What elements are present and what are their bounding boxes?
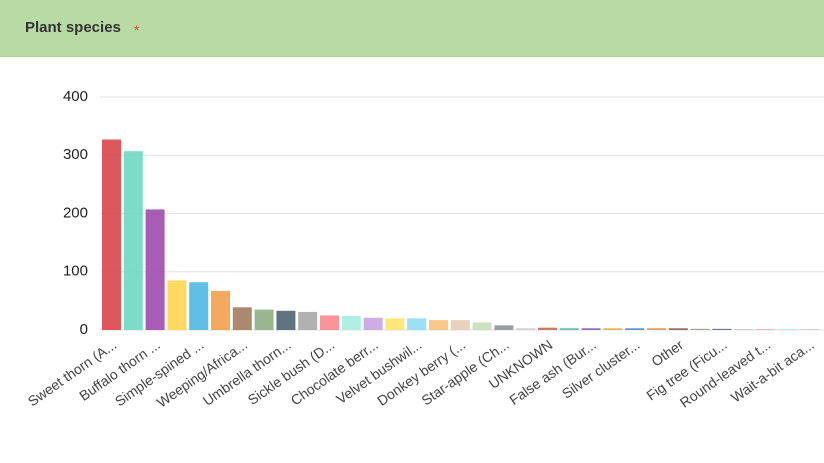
bar xyxy=(298,311,318,330)
bar xyxy=(625,328,645,330)
bar xyxy=(450,320,470,330)
bar xyxy=(123,151,143,330)
bar xyxy=(341,316,361,330)
bar xyxy=(276,310,296,330)
bar xyxy=(363,317,383,330)
y-tick-label: 200 xyxy=(63,204,88,221)
bar xyxy=(712,328,732,330)
bar xyxy=(407,318,427,330)
bar xyxy=(690,328,710,330)
bar xyxy=(777,329,797,330)
y-tick-label: 100 xyxy=(63,263,88,280)
bar xyxy=(320,315,339,330)
y-tick-label: 0 xyxy=(80,321,88,338)
bar xyxy=(189,282,209,330)
bar xyxy=(538,327,557,330)
bar xyxy=(603,328,623,330)
header-title: Plant species xyxy=(25,19,121,36)
bar xyxy=(734,329,754,330)
bar xyxy=(167,280,187,330)
bar xyxy=(799,329,819,330)
required-marker: * xyxy=(134,22,140,38)
bar xyxy=(232,307,252,330)
bar xyxy=(145,209,165,330)
bar xyxy=(429,320,448,330)
bar xyxy=(494,325,514,330)
bar xyxy=(756,329,775,330)
bar xyxy=(581,328,601,330)
bar xyxy=(516,328,536,330)
bar xyxy=(102,139,121,330)
bar xyxy=(668,328,688,330)
bar xyxy=(559,328,579,330)
bar xyxy=(211,290,230,330)
x-tick-label: Silver cluster... xyxy=(559,336,643,401)
y-tick-label: 300 xyxy=(63,146,88,163)
bar xyxy=(385,318,405,330)
y-tick-label: 400 xyxy=(63,88,88,105)
bar xyxy=(647,328,666,330)
bar xyxy=(472,322,492,330)
bar xyxy=(254,309,274,330)
header: Plant species * xyxy=(0,0,824,57)
